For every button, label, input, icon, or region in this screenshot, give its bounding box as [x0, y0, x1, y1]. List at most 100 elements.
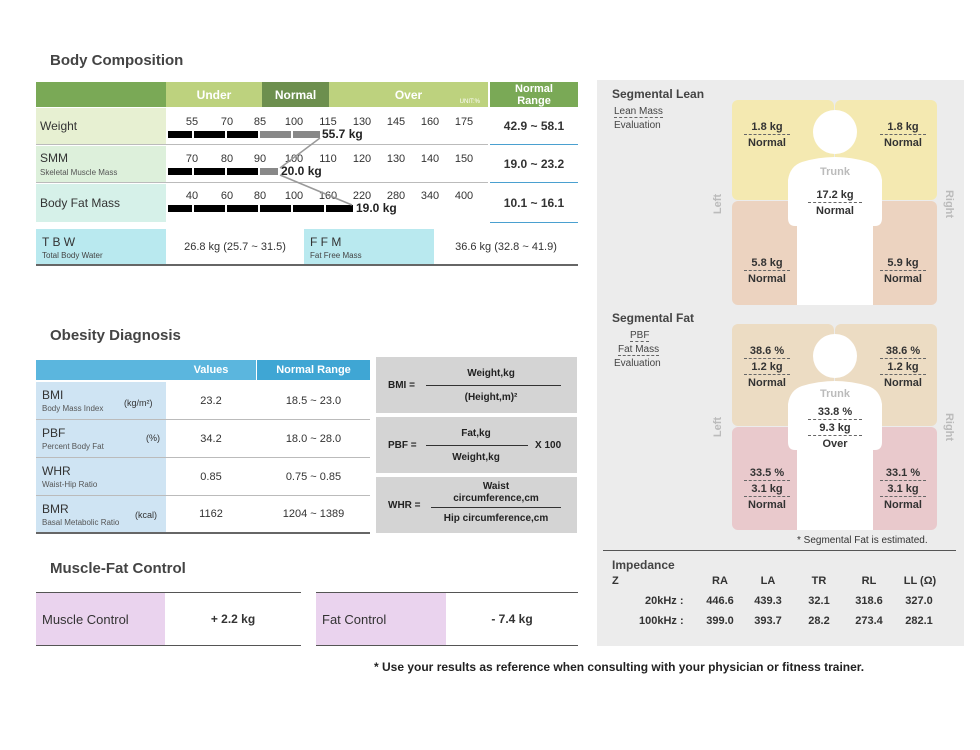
seg: [260, 168, 278, 175]
label: Weight: [40, 119, 78, 133]
formula-denominator: Weight,kg: [452, 452, 500, 463]
segmental-fat-sub1: PBF: [630, 330, 650, 342]
tick: 150: [454, 153, 474, 165]
tick: 90: [253, 153, 267, 165]
formula-label: WHR =: [388, 500, 421, 511]
od-unit-pbf: (%): [146, 433, 160, 443]
fat-trunk: 33.8 % 9.3 kg Over: [808, 406, 862, 450]
fat-control-value: - 7.4 kg: [491, 612, 533, 626]
fat-right-arm: 38.6 % 1.2 kg Normal: [880, 345, 926, 389]
bc-row-bfm-label-bg: [36, 184, 166, 222]
formula-numerator: Fat,kg: [461, 428, 491, 439]
seg: [168, 131, 192, 138]
od-range-whr: 0.75 ~ 0.85: [285, 470, 342, 483]
formula-label: PBF =: [388, 440, 417, 451]
body-composition-title: Body Composition: [50, 52, 184, 69]
fraction-line: [431, 507, 561, 508]
fat-trunk-eval: Over: [822, 438, 848, 450]
tick: 40: [185, 190, 199, 202]
lean-left-arm-eval: Normal: [748, 137, 786, 149]
divider: [36, 144, 488, 145]
label: WHR: [42, 464, 71, 478]
label: PBF: [42, 426, 66, 440]
impedance-header-row: Z RA LA TR RL LL (Ω): [0, 575, 980, 589]
tick: 115: [319, 116, 337, 128]
tick: 80: [220, 153, 234, 165]
segmental-fat-sub2: Fat Mass: [618, 344, 660, 356]
seg: [168, 205, 192, 212]
tbw-value: 26.8 kg (25.7 ~ 31.5): [184, 241, 286, 253]
bc-header-normal-range-label: Normal Range: [515, 82, 553, 107]
seg: [227, 131, 258, 138]
impedance-cell: 393.7: [754, 615, 782, 627]
lean-left-label: Left: [712, 193, 725, 215]
od-unit-bmi: (kg/m²): [124, 398, 153, 408]
fat-left-arm-value: 1.2 kg: [744, 361, 790, 375]
impedance-z: Z: [612, 575, 619, 587]
bc-bfm-bar: [168, 205, 353, 212]
od-row-bmr: BMR Basal Metabolic Ratio: [36, 496, 166, 532]
formula-denominator: Hip circumference,cm: [443, 513, 549, 524]
tick: 220: [352, 190, 372, 202]
fat-left-label: Left: [712, 416, 725, 438]
od-header-values: Values: [166, 360, 256, 380]
fat-right-leg-value: 3.1 kg: [880, 483, 926, 497]
divider: [603, 550, 956, 551]
seg: [293, 131, 320, 138]
segmental-lean-sub1: Lean Mass: [614, 106, 663, 118]
tbw-label-main: T B W: [42, 235, 76, 249]
tick: 100: [284, 153, 304, 165]
od-range-pbf: 18.0 ~ 28.0: [285, 432, 342, 445]
formula-numerator-1: Waist: [482, 481, 510, 492]
seg: [227, 168, 258, 175]
seg: [194, 168, 225, 175]
tick: 55: [185, 116, 199, 128]
lean-left-arm: 1.8 kg Normal: [744, 121, 790, 149]
ffm-label-sub: Fat Free Mass: [310, 251, 362, 260]
tick: 85: [253, 116, 267, 128]
divider: [36, 419, 370, 420]
impedance-col: TR: [811, 575, 827, 587]
bc-header-over-label: Over: [394, 87, 423, 102]
muscle-fat-title: Muscle-Fat Control: [50, 560, 186, 577]
tick: 130: [386, 153, 406, 165]
fat-left-leg-pbf: 33.5 %: [744, 467, 790, 481]
fat-left-arm-eval: Normal: [748, 377, 786, 389]
tbw-label-sub: Total Body Water: [42, 251, 103, 260]
lean-trunk: 17.2 kg Normal: [808, 189, 862, 217]
od-value-bmi: 23.2: [200, 394, 222, 407]
seg: [293, 205, 324, 212]
od-range-bmr: 1204 ~ 1389: [282, 508, 345, 520]
od-value-bmr: 1162: [199, 508, 223, 520]
tick: 160: [420, 116, 440, 128]
tick: 70: [220, 116, 234, 128]
impedance-col: RL: [861, 575, 877, 587]
bc-row-smm-label: SMM Skeletal Muscle Mass: [36, 146, 166, 182]
sublabel: Basal Metabolic Ratio: [42, 517, 120, 527]
label: Body Fat Mass: [40, 196, 121, 210]
connector: [279, 174, 353, 206]
fat-right-leg-eval: Normal: [884, 499, 922, 511]
segmental-lean-title: Segmental Lean: [612, 87, 705, 101]
impedance-col: RA: [712, 575, 728, 587]
divider: [36, 264, 578, 266]
tick: 110: [319, 153, 337, 165]
formula-whr: WHR = Waist circumference,cm Hip circumf…: [376, 477, 577, 533]
lean-right-arm-value: 1.8 kg: [880, 121, 926, 135]
tick: 100: [284, 116, 304, 128]
bc-smm-bar: [168, 168, 278, 175]
bc-bfm-value: 19.0 kg: [356, 201, 397, 215]
seg: [194, 131, 225, 138]
formula-pbf: PBF = Fat,kg Weight,kg X 100: [376, 417, 577, 473]
divider: [490, 144, 578, 145]
sublabel: Waist-Hip Ratio: [42, 480, 98, 489]
tick: 130: [352, 116, 372, 128]
segmental-lean-sub2: Evaluation: [614, 120, 661, 131]
lean-right-label: Right: [943, 189, 956, 219]
bc-weight-range: 42.9 ~ 58.1: [503, 119, 565, 133]
bc-unit: UNIT:%: [459, 99, 480, 105]
fat-left-leg-value: 3.1 kg: [744, 483, 790, 497]
tick: 80: [253, 190, 267, 202]
impedance-cell: 318.6: [855, 595, 883, 607]
impedance-col: LA: [760, 575, 776, 587]
